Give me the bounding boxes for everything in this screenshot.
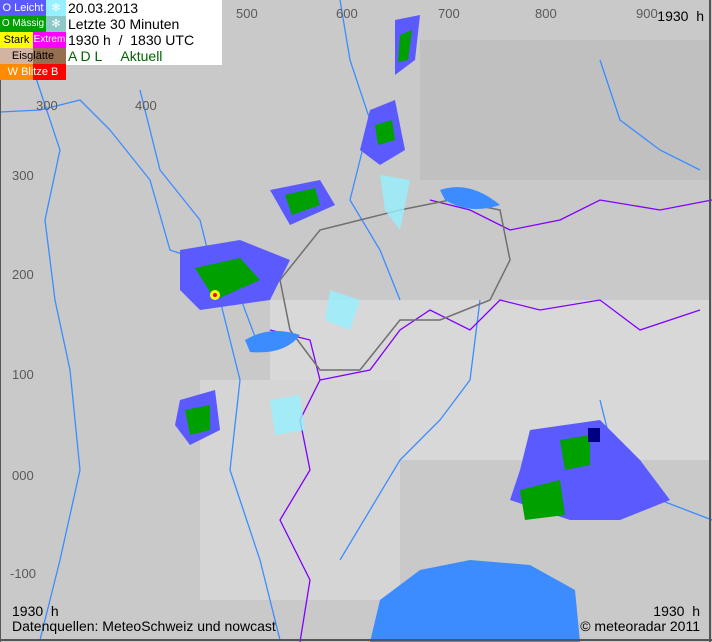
axis-label-left: -100 (10, 566, 37, 581)
legend-panel: O Leicht ✻ O Mässig ✻ Stark Extrem Eisgl… (0, 0, 222, 80)
legend-light: O Leicht (0, 0, 46, 16)
axis-label-left: 200 (12, 267, 34, 282)
time-bottom-left: 1930 h (12, 603, 59, 619)
time-bottom-right: 1930 h (653, 603, 700, 619)
borders (269, 199, 712, 642)
precipitation (175, 15, 670, 520)
legend-extreme: Extrem (33, 32, 66, 48)
snowflake-icon: ✻ (46, 0, 66, 16)
axis-label-top: 700 (438, 6, 460, 21)
axis-label-inner: 400 (135, 98, 157, 113)
snowflake-icon: ✻ (46, 16, 66, 32)
mode: A D L Aktuell (68, 48, 163, 64)
legend-moderate: O Mässig (0, 16, 46, 32)
legend-lightning: W Blitze B (0, 64, 66, 80)
axis-label-left: 300 (12, 168, 34, 183)
axis-label-left: 000 (12, 468, 34, 483)
axis-label-top: 800 (535, 6, 557, 21)
axis-label-inner: 300 (36, 98, 58, 113)
switzerland-cantons (279, 199, 511, 371)
time: 1930 h / 1830 UTC (68, 32, 195, 48)
axis-label-top: 900 (636, 6, 658, 21)
date: 20.03.2013 (68, 0, 139, 16)
time-top-right: 1930 h (657, 8, 704, 24)
axis-label-top: 500 (236, 6, 258, 21)
legend-strong: Stark (0, 32, 33, 48)
legend-ice: Eisglätte (0, 48, 66, 64)
data-sources: Datenquellen: MeteoSchweiz und nowcast (12, 618, 276, 634)
lakes (245, 187, 580, 642)
period: Letzte 30 Minuten (68, 16, 180, 32)
copyright: © meteoradar 2011 (580, 618, 700, 634)
axis-label-top: 600 (336, 6, 358, 21)
axis-label-left: 100 (12, 367, 34, 382)
